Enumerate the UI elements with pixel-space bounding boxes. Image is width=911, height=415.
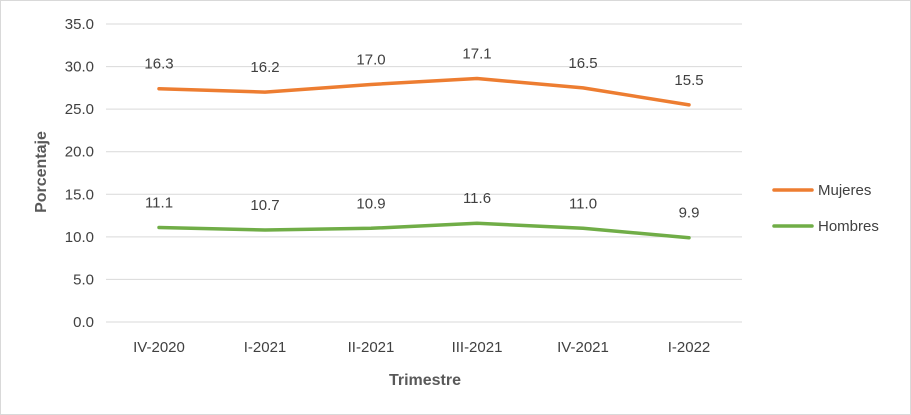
data-label-hombres: 11.1 [145, 194, 173, 211]
x-tick-label: IV-2020 [133, 339, 185, 356]
x-axis-title: Trimestre [389, 372, 461, 389]
x-tick-label: I-2021 [244, 339, 287, 356]
y-tick-label: 30.0 [65, 59, 94, 76]
series-line-hombres [157, 221, 691, 240]
data-label-hombres: 11.6 [463, 190, 491, 207]
y-tick-label: 5.0 [73, 271, 94, 288]
data-label-mujeres: 16.5 [568, 55, 597, 72]
y-tick-label: 20.0 [65, 144, 94, 161]
data-label-hombres: 9.9 [679, 205, 700, 222]
series-line-mujeres [157, 76, 691, 107]
data-label-hombres: 11.0 [569, 195, 597, 212]
y-tick-label: 10.0 [65, 229, 94, 246]
data-label-mujeres: 15.5 [674, 72, 703, 89]
y-axis-title: Porcentaje [33, 131, 50, 213]
data-label-hombres: 10.7 [250, 197, 279, 214]
legend-label: Hombres [818, 218, 879, 235]
y-tick-label: 0.0 [73, 314, 94, 331]
x-tick-label: IV-2021 [557, 339, 609, 356]
data-label-mujeres: 17.1 [462, 45, 491, 62]
y-tick-label: 35.0 [65, 16, 94, 33]
legend-label: Mujeres [818, 182, 871, 199]
y-tick-label: 25.0 [65, 101, 94, 118]
gridlines [106, 23, 742, 323]
x-tick-label: II-2021 [348, 339, 395, 356]
data-label-mujeres: 16.3 [144, 56, 173, 73]
legend: Mujeres Hombres [772, 182, 879, 235]
x-tick-label: I-2022 [668, 339, 711, 356]
y-axis-ticks: 0.0 5.0 10.0 15.0 20.0 25.0 30.0 35.0 [65, 16, 94, 331]
x-tick-label: III-2021 [452, 339, 503, 356]
data-label-hombres: 10.9 [356, 195, 385, 212]
data-labels: 16.3 16.2 17.0 17.1 16.5 15.5 11.1 10.7 10.9 11.6… [144, 45, 703, 221]
series-lines [157, 76, 691, 240]
x-axis-ticks: IV-2020 I-2021 II-2021 III-2021 IV-2021 I-202… [133, 339, 710, 356]
data-label-mujeres: 16.2 [250, 59, 279, 76]
y-tick-label: 15.0 [65, 186, 94, 203]
data-label-mujeres: 17.0 [356, 51, 385, 68]
